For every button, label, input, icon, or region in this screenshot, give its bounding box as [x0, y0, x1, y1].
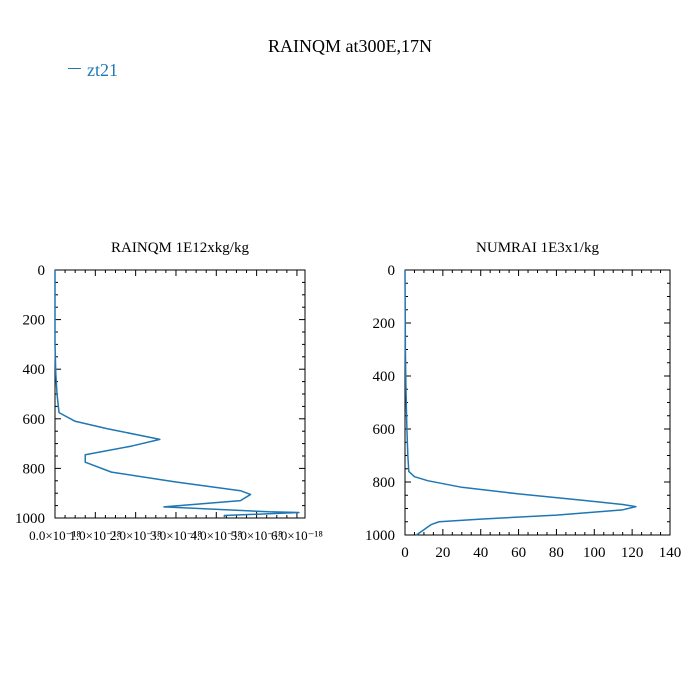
x-tick-label: 40 [473, 545, 488, 561]
y-tick-label: 400 [373, 369, 396, 385]
chart-title: RAINQM 1E12xkg/kg [111, 240, 249, 256]
x-tick-label: 0 [401, 545, 409, 561]
figure-title: RAINQM at300E,17N [268, 36, 432, 56]
y-tick-label: 800 [373, 475, 396, 491]
y-tick-label: 600 [373, 422, 396, 438]
x-tick-label: 140 [659, 545, 682, 561]
legend-label: zt21 [87, 60, 118, 80]
y-tick-label: 200 [373, 316, 396, 332]
x-tick-label: 3.0×10⁻¹⁸ [150, 528, 202, 543]
legend-swatch [68, 68, 81, 70]
y-tick-label: 0 [38, 263, 46, 279]
x-tick-label: 20 [435, 545, 450, 561]
x-tick-label: 6.0×10⁻¹⁸ [271, 528, 323, 543]
x-tick-label: 1.0×10⁻¹⁸ [69, 528, 121, 543]
x-tick-label: 80 [549, 545, 564, 561]
y-tick-label: 600 [23, 412, 46, 428]
x-tick-label: 120 [621, 545, 644, 561]
y-tick-label: 200 [23, 313, 46, 329]
y-tick-label: 400 [23, 362, 46, 378]
y-tick-label: 1000 [15, 511, 45, 527]
series-line-zt21 [404, 269, 637, 536]
x-tick-label: 0.0×10⁻¹⁸ [29, 528, 81, 543]
x-tick-label: 5.0×10⁻¹⁸ [231, 528, 283, 543]
x-tick-label: 100 [583, 545, 606, 561]
x-tick-label: 2.0×10⁻¹⁸ [110, 528, 162, 543]
y-tick-label: 0 [388, 263, 396, 279]
y-tick-label: 800 [23, 461, 46, 477]
series-line-zt21 [54, 270, 300, 518]
chart-title: NUMRAI 1E3x1/kg [476, 240, 599, 256]
x-tick-label: 4.0×10⁻¹⁸ [190, 528, 242, 543]
legend: zt21 [68, 60, 118, 81]
y-tick-label: 1000 [365, 528, 395, 544]
x-tick-label: 60 [511, 545, 526, 561]
